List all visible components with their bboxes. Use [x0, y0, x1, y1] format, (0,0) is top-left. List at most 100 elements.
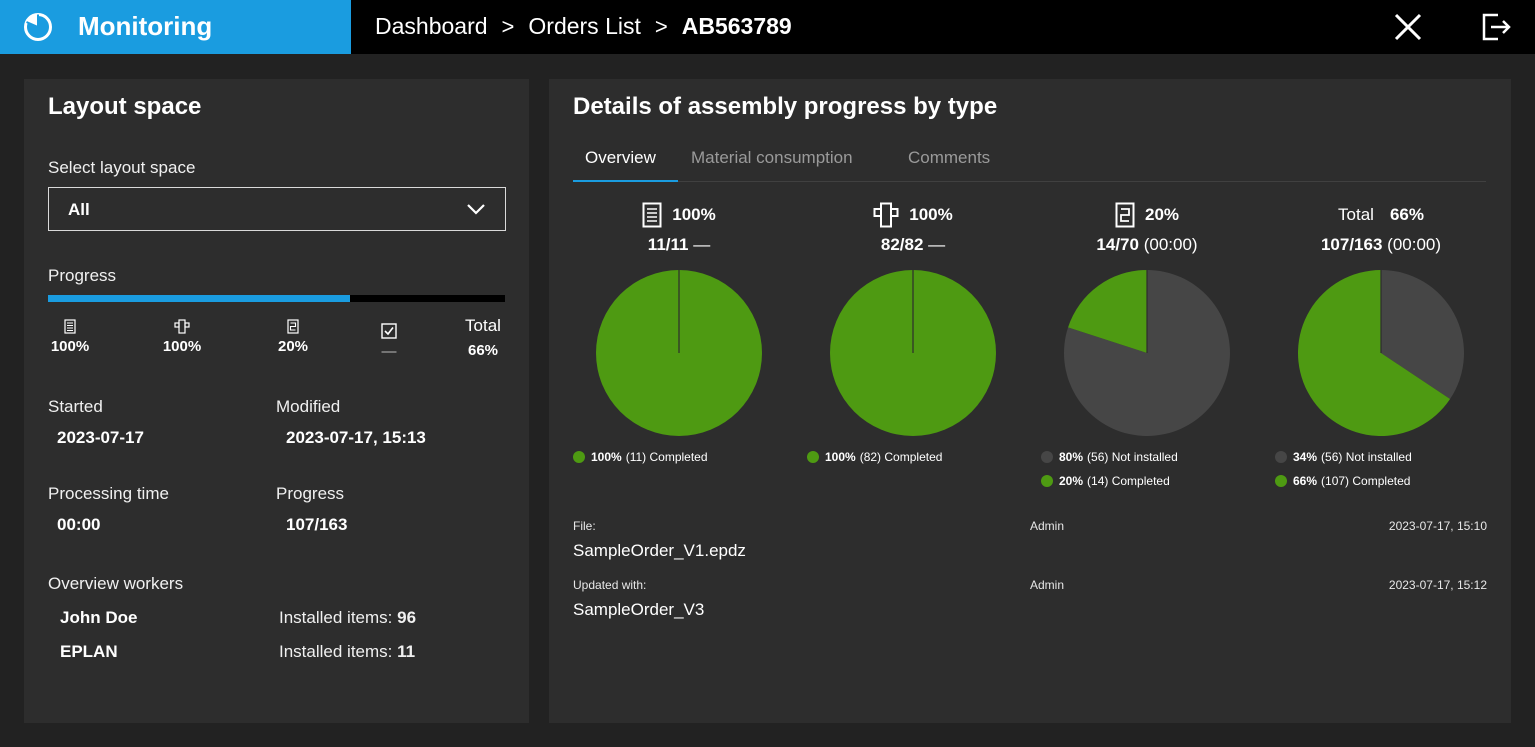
legend-not-installed-dot — [1275, 451, 1287, 463]
pie-count: 14/70 — [1096, 235, 1139, 254]
legend-count: (56) — [1087, 450, 1109, 464]
assembly-progress-panel: Details of assembly progress by type Ove… — [549, 79, 1511, 723]
legend-completed-dot — [1041, 475, 1053, 487]
tab-comments[interactable]: Comments — [908, 148, 991, 167]
legend-count: (11) — [625, 450, 647, 464]
updated-file-name[interactable]: SampleOrder_V3 — [573, 600, 705, 619]
legend-count: (82) — [859, 450, 882, 464]
pie-count: 11/11 — [647, 235, 689, 254]
progress-count-label: Progress — [276, 484, 345, 503]
logout-icon — [1482, 13, 1511, 41]
breadcrumb-orders-list[interactable]: Orders List — [528, 13, 641, 39]
document-icon — [642, 202, 662, 228]
processing-time-label: Processing time — [48, 484, 169, 503]
pie-header: 100% — [562, 197, 796, 233]
type-total: Total 66% — [460, 316, 506, 359]
modified-value: 2023-07-17, 15:13 — [286, 428, 426, 447]
close-icon — [1394, 13, 1422, 41]
pie-chart — [596, 270, 762, 436]
workers-label: Overview workers — [48, 574, 184, 593]
legend-row: 20% (14) Completed — [1041, 474, 1170, 488]
legend-pct: 20% — [1059, 474, 1084, 488]
legend-row: 100% (82) Completed — [807, 450, 942, 464]
legend-label: Completed — [649, 450, 708, 464]
type-value: — — [381, 343, 397, 360]
breadcrumb-order-id: AB563789 — [681, 13, 792, 39]
pie-count: 82/82 — [880, 235, 924, 254]
logout-button[interactable] — [1478, 9, 1514, 45]
updated-user: Admin — [1030, 578, 1065, 592]
layout-space-panel: Layout space Select layout space All Pro… — [24, 79, 529, 723]
pie-header-label: Total — [1338, 205, 1374, 224]
file-date: 2023-07-17, 15:10 — [1388, 519, 1487, 533]
type-value: 20% — [277, 338, 309, 355]
legend-count: (107) — [1321, 474, 1350, 488]
legend-completed-dot — [807, 451, 819, 463]
pie-chart — [830, 270, 996, 436]
close-button[interactable] — [1390, 9, 1426, 45]
started-label: Started — [48, 397, 103, 416]
modified-label: Modified — [276, 397, 341, 416]
legend-pct: 100% — [825, 450, 856, 464]
progress-bar — [48, 295, 505, 302]
legend-pct: 100% — [591, 450, 622, 464]
pie-header-value: 66% — [1389, 205, 1424, 224]
app-brand[interactable]: Monitoring — [0, 0, 351, 54]
updated-label: Updated with: — [573, 578, 647, 592]
pie-header: 20% — [1030, 197, 1264, 233]
pie-slice-completed — [1298, 270, 1451, 436]
legend-row: 80% (56) Not installed — [1041, 450, 1178, 464]
pie-header: Total 66% — [1264, 197, 1498, 233]
pie-subheader: 82/82 — — [796, 235, 1030, 255]
worker-items-label: Installed items: — [279, 608, 393, 627]
pie-slice-completed — [1068, 270, 1147, 353]
layout-space-select[interactable]: All — [48, 187, 506, 231]
legend-label: Completed — [884, 450, 943, 464]
legend-pct: 34% — [1293, 450, 1318, 464]
processing-time-value: 00:00 — [57, 515, 101, 534]
breadcrumb: Dashboard > Orders List > AB563789 — [375, 13, 792, 40]
legend-label: Not installed — [1345, 450, 1412, 464]
pie-chart — [1064, 270, 1230, 436]
breadcrumb-separator: > — [654, 13, 668, 39]
type-value: 100% — [50, 338, 90, 355]
select-label: Select layout space — [48, 158, 196, 177]
worker-items-count: 11 — [397, 642, 416, 661]
pie-count: 107/163 — [1320, 235, 1383, 254]
worker-name: John Doe — [60, 608, 138, 627]
tab-overview[interactable]: Overview — [585, 148, 656, 167]
pie-header-value: 100% — [909, 205, 953, 224]
progress-count-value: 107/163 — [286, 515, 348, 534]
legend-label: Completed — [1111, 474, 1170, 488]
legend-not-installed-dot — [1041, 451, 1053, 463]
type-checks: — — [374, 323, 404, 360]
worker-items: Installed items: 11 — [279, 642, 415, 662]
file-name[interactable]: SampleOrder_V1.epdz — [573, 541, 746, 560]
worker-items: Installed items: 96 — [279, 608, 416, 628]
breadcrumb-dashboard[interactable]: Dashboard — [375, 13, 488, 39]
file-user: Admin — [1030, 519, 1065, 533]
legend-label: Not installed — [1111, 450, 1178, 464]
select-value: All — [68, 200, 90, 219]
legend-label: Completed — [1352, 474, 1411, 488]
breadcrumb-separator: > — [501, 13, 515, 39]
pie-chart — [1298, 270, 1464, 436]
tab-material-consumption[interactable]: Material consumption — [691, 148, 853, 167]
total-label: Total — [465, 316, 501, 335]
monitoring-icon — [24, 13, 52, 41]
type-value: 100% — [162, 338, 202, 355]
panel-title: Details of assembly progress by type — [573, 93, 998, 120]
top-bar: Monitoring Dashboard > Orders List > AB5… — [0, 0, 1535, 54]
pie-header-value: 100% — [672, 205, 716, 224]
component-icon — [873, 202, 899, 228]
worker-items-label: Installed items: — [279, 642, 393, 661]
legend-completed-dot — [1275, 475, 1287, 487]
pie-subheader: 11/11 — — [562, 235, 796, 255]
legend-count: (14) — [1087, 474, 1109, 488]
pie-subheader: 107/163 (00:00) — [1264, 235, 1498, 255]
type-documents: 100% — [48, 319, 92, 355]
legend-pct: 80% — [1059, 450, 1084, 464]
component-icon — [174, 319, 190, 334]
wire-icon — [1115, 202, 1135, 228]
pie-time: — — [693, 235, 711, 254]
